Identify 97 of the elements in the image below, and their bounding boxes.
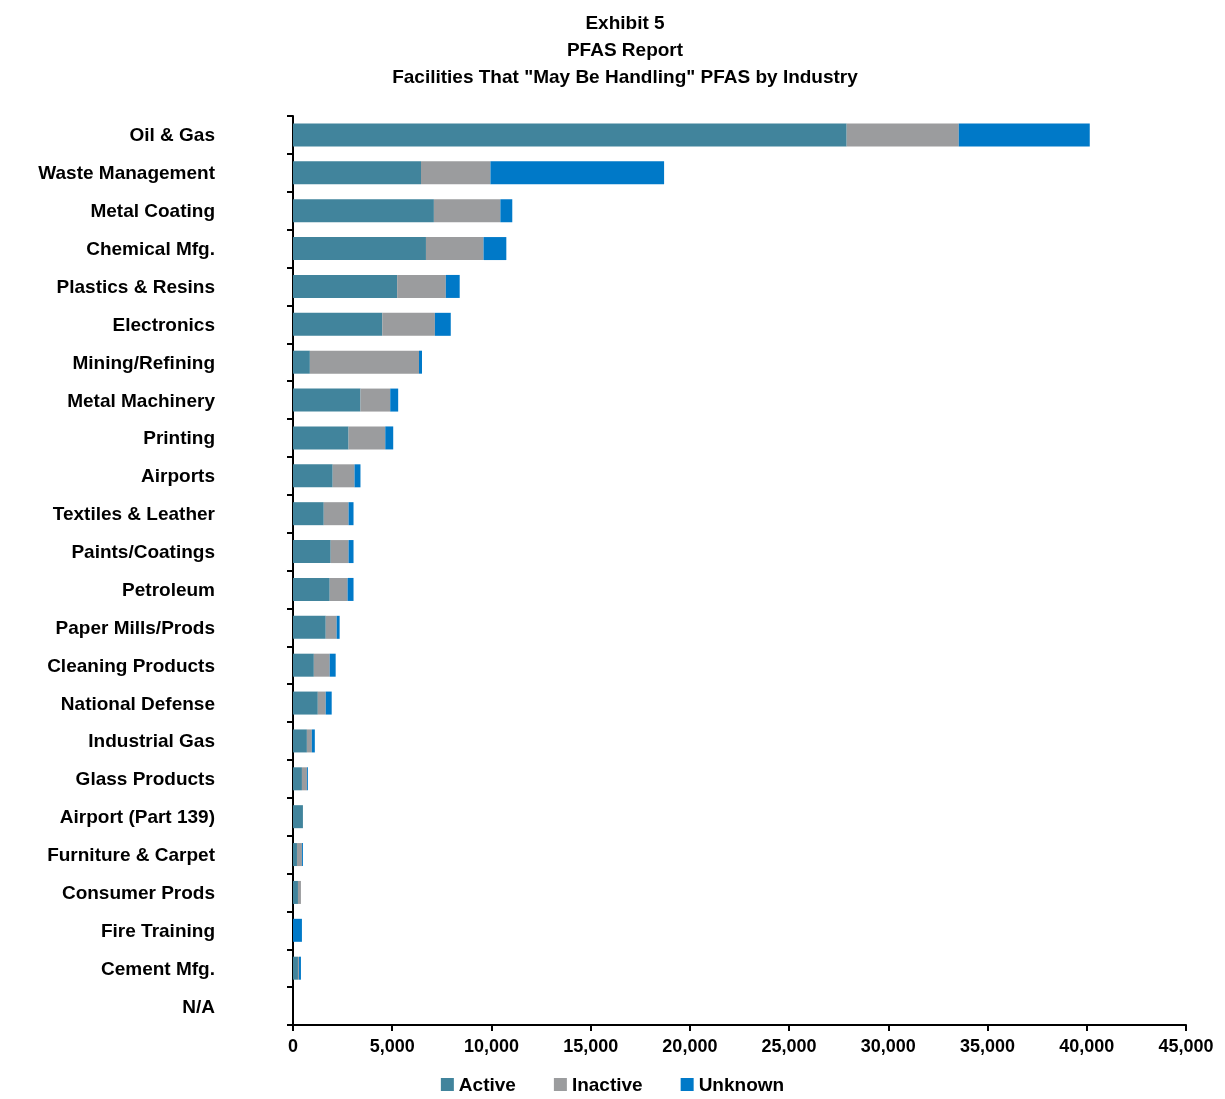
legend-label: Inactive	[571, 1074, 643, 1095]
bar	[360, 388, 391, 412]
y-tick-label: Airport (Part 139)	[59, 806, 215, 828]
bar	[347, 577, 354, 601]
bar	[500, 199, 513, 223]
bar	[332, 464, 355, 488]
x-tick-label: 10,000	[463, 1036, 519, 1056]
bar	[490, 161, 665, 185]
bar	[313, 653, 330, 677]
bar	[293, 691, 318, 715]
bar	[329, 577, 348, 601]
x-tick-label: 30,000	[860, 1036, 916, 1056]
bar	[293, 274, 398, 298]
bar	[297, 880, 301, 904]
bar	[445, 274, 460, 298]
bar	[433, 199, 501, 223]
y-tick-label: Petroleum	[122, 578, 215, 600]
bar	[309, 350, 420, 374]
x-tick-label: 40,000	[1059, 1036, 1115, 1056]
bar	[317, 691, 326, 715]
bar	[434, 312, 451, 336]
bar	[330, 540, 349, 564]
bar	[382, 312, 435, 336]
y-tick-label: N/A	[182, 995, 216, 1017]
legend-label: Unknown	[698, 1074, 785, 1095]
bar	[293, 880, 298, 904]
bar	[483, 237, 507, 261]
bar	[425, 237, 484, 261]
bar	[348, 426, 386, 450]
chart-title: Exhibit 5 PFAS Report Facilities That "May Be Handling" PFAS by Industry	[392, 12, 859, 87]
bar	[293, 767, 302, 791]
y-tick-label: Metal Machinery	[67, 389, 216, 411]
bar	[419, 350, 422, 374]
bar	[293, 123, 847, 147]
bar	[293, 464, 333, 488]
bar	[311, 729, 315, 753]
bar	[348, 502, 354, 526]
bar	[293, 502, 324, 526]
y-tick-label: Paper Mills/Prods	[55, 616, 215, 638]
bar	[293, 426, 349, 450]
bar	[385, 426, 394, 450]
y-tick-label: Metal Coating	[90, 200, 215, 222]
y-tick-label: Fire Training	[100, 919, 215, 941]
y-tick-label: Cleaning Products	[47, 654, 215, 676]
bar	[293, 540, 331, 564]
bar	[293, 388, 361, 412]
bar	[293, 843, 297, 867]
bar	[293, 918, 302, 942]
x-tick-label: 45,000	[1158, 1036, 1214, 1056]
y-tick-label: Oil & Gas	[129, 124, 215, 146]
bar	[958, 123, 1090, 147]
bar	[301, 767, 307, 791]
bar	[293, 805, 303, 829]
bar	[846, 123, 959, 147]
y-tick-label: Printing	[143, 427, 215, 449]
legend-label: Active	[458, 1074, 516, 1095]
bar	[293, 237, 426, 261]
bar	[293, 577, 330, 601]
x-tick-label: 15,000	[563, 1036, 619, 1056]
bar	[293, 312, 383, 336]
bar	[421, 161, 491, 185]
y-tick-label: Glass Products	[75, 768, 215, 790]
y-tick-label: Furniture & Carpet	[47, 844, 216, 866]
x-tick-label: 35,000	[960, 1036, 1016, 1056]
y-tick-label: Waste Management	[38, 162, 216, 184]
bar	[293, 729, 307, 753]
bar	[325, 615, 337, 639]
x-tick-label: 0	[287, 1036, 299, 1056]
y-tick-label: Paints/Coatings	[71, 541, 215, 563]
bar	[296, 843, 302, 867]
x-tick-label: 5,000	[369, 1036, 415, 1056]
bar	[293, 956, 298, 980]
bar	[293, 615, 326, 639]
bar	[325, 691, 332, 715]
bar	[306, 729, 312, 753]
bar	[293, 350, 310, 374]
bar	[390, 388, 399, 412]
y-tick-label: Consumer Prods	[61, 881, 215, 903]
bar	[329, 653, 336, 677]
x-tick-label: 25,000	[761, 1036, 817, 1056]
y-tick-label: Textiles & Leather	[52, 503, 216, 525]
x-tick-label: 20,000	[662, 1036, 718, 1056]
bar	[397, 274, 446, 298]
y-tick-label: Mining/Refining	[72, 351, 215, 373]
bar	[336, 615, 340, 639]
y-tick-label: Industrial Gas	[88, 730, 215, 752]
bar	[293, 199, 434, 223]
y-tick-label: National Defense	[60, 692, 215, 714]
y-tick-label: Airports	[141, 465, 215, 487]
bar	[323, 502, 349, 526]
bar	[348, 540, 354, 564]
bar	[293, 653, 314, 677]
y-tick-label: Electronics	[112, 313, 215, 335]
y-tick-label: Chemical Mfg.	[86, 238, 215, 260]
y-tick-label: Cement Mfg.	[101, 957, 215, 979]
bar	[293, 161, 421, 185]
y-tick-label: Plastics & Resins	[56, 275, 215, 297]
